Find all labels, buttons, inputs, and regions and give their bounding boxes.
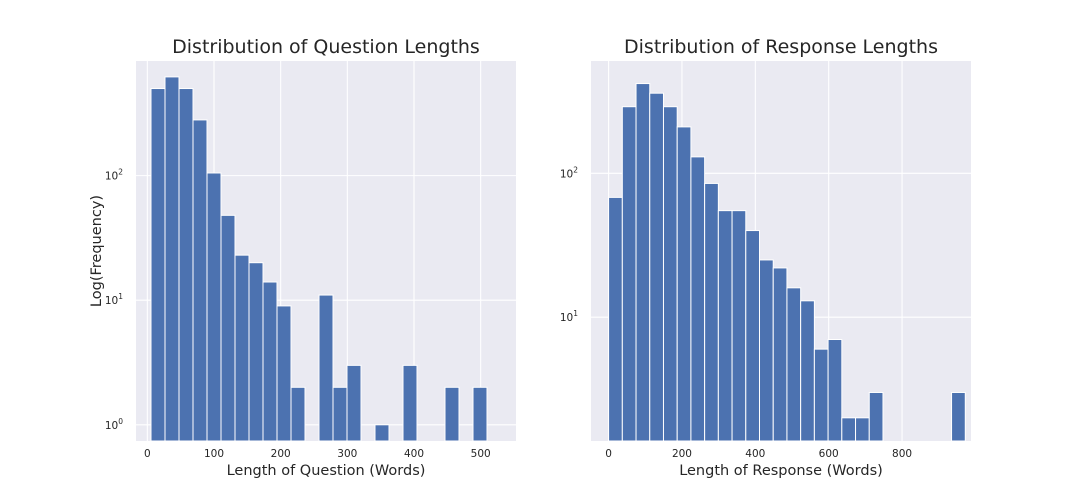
histogram-bar bbox=[635, 83, 651, 442]
chart-title-question: Distribution of Question Lengths bbox=[172, 36, 480, 58]
x-tick-label: 800 bbox=[892, 448, 912, 460]
histogram-bar bbox=[868, 391, 884, 442]
histogram-bar bbox=[150, 88, 166, 442]
x-tick-label: 100 bbox=[204, 448, 224, 460]
histogram-bar bbox=[332, 386, 348, 442]
x-tick-label: 400 bbox=[745, 448, 765, 460]
histogram-bar bbox=[192, 119, 208, 442]
bars-question bbox=[150, 76, 488, 442]
y-ticks-response: 101 102 bbox=[560, 165, 578, 324]
histogram-bar bbox=[621, 106, 637, 442]
x-ticks-question: 0 100 200 300 400 500 bbox=[144, 448, 491, 460]
histogram-bar bbox=[800, 300, 815, 442]
x-tick-label: 600 bbox=[819, 448, 839, 460]
question-length-histogram: 0 100 200 300 400 500 100 101 102 Distribution … bbox=[89, 36, 516, 479]
histogram-bar bbox=[772, 267, 788, 442]
histogram-bar bbox=[248, 262, 264, 442]
histogram-bar bbox=[649, 92, 664, 442]
histogram-bar bbox=[827, 339, 843, 442]
histogram-bar bbox=[855, 417, 870, 442]
histogram-bar bbox=[346, 364, 362, 442]
x-tick-label: 500 bbox=[471, 448, 491, 460]
chart-title-response: Distribution of Response Lengths bbox=[624, 36, 938, 58]
x-tick-label: 200 bbox=[271, 448, 291, 460]
x-axis-label-question: Length of Question (Words) bbox=[227, 463, 426, 479]
histogram-bar bbox=[402, 364, 418, 442]
y-tick-label: 100 bbox=[105, 417, 123, 432]
y-tick-label: 101 bbox=[105, 292, 123, 307]
histogram-bar bbox=[951, 391, 966, 442]
x-tick-label: 300 bbox=[337, 448, 357, 460]
histogram-bar bbox=[276, 305, 292, 442]
histogram-bar bbox=[318, 294, 334, 442]
histogram-bar bbox=[262, 281, 278, 442]
histogram-bar bbox=[786, 287, 802, 442]
y-tick-label: 101 bbox=[560, 309, 578, 324]
histogram-bar bbox=[444, 386, 460, 442]
histogram-bar bbox=[164, 76, 180, 442]
histogram-bar bbox=[608, 196, 623, 442]
histogram-bar bbox=[813, 348, 829, 442]
histogram-bar bbox=[178, 88, 194, 442]
histogram-bar bbox=[731, 210, 747, 442]
x-tick-label: 200 bbox=[672, 448, 692, 460]
histogram-bar bbox=[206, 172, 222, 442]
histogram-bar bbox=[841, 417, 857, 442]
x-axis-label-response: Length of Response (Words) bbox=[679, 463, 883, 479]
x-tick-label: 400 bbox=[404, 448, 424, 460]
histogram-bar bbox=[704, 182, 719, 442]
x-tick-label: 0 bbox=[605, 448, 612, 460]
histogram-bar bbox=[234, 254, 250, 442]
y-axis-label: Log(Frequency) bbox=[89, 195, 105, 307]
histogram-bar bbox=[374, 424, 390, 442]
histogram-bar bbox=[745, 230, 761, 442]
histogram-bar bbox=[717, 210, 733, 442]
response-length-histogram: 0 200 400 600 800 101 102 Distribution of Res… bbox=[560, 36, 971, 479]
histogram-bar bbox=[690, 156, 706, 442]
y-tick-label: 102 bbox=[105, 168, 123, 183]
y-tick-label: 102 bbox=[560, 165, 578, 180]
bars-response bbox=[608, 83, 966, 442]
histogram-bar bbox=[290, 386, 306, 442]
histogram-bar bbox=[759, 259, 774, 442]
y-ticks-question: 100 101 102 bbox=[105, 168, 123, 432]
histogram-bar bbox=[676, 126, 692, 442]
histogram-bar bbox=[220, 214, 236, 442]
x-ticks-response: 0 200 400 600 800 bbox=[605, 448, 912, 460]
histogram-bar bbox=[472, 386, 488, 442]
histogram-bar bbox=[662, 106, 678, 442]
x-tick-label: 0 bbox=[144, 448, 151, 460]
